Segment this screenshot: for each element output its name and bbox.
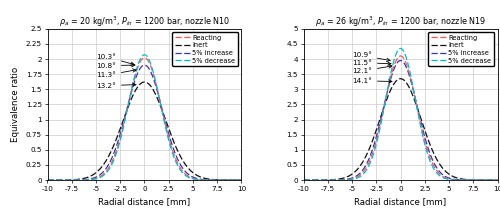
- Text: 11.3°: 11.3°: [96, 69, 136, 78]
- Legend: Reacting, Inert, 5% increase, 5% decrease: Reacting, Inert, 5% increase, 5% decreas…: [172, 32, 238, 66]
- Text: 10.8°: 10.8°: [96, 63, 135, 69]
- X-axis label: Radial distance [mm]: Radial distance [mm]: [354, 197, 446, 206]
- Text: 12.1°: 12.1°: [352, 65, 392, 74]
- Text: 14.1°: 14.1°: [352, 78, 392, 84]
- Title: $\rho_a$ = 20 kg/m$^3$, $P_{in}$ = 1200 bar, nozzle N10: $\rho_a$ = 20 kg/m$^3$, $P_{in}$ = 1200 …: [59, 14, 230, 29]
- Text: 10.3°: 10.3°: [96, 53, 134, 65]
- Y-axis label: Equivalence ratio: Equivalence ratio: [12, 67, 20, 142]
- Text: 13.2°: 13.2°: [96, 83, 136, 89]
- Title: $\rho_a$ = 26 kg/m$^3$, $P_{in}$ = 1200 bar, nozzle N19: $\rho_a$ = 26 kg/m$^3$, $P_{in}$ = 1200 …: [315, 14, 486, 29]
- Text: 11.5°: 11.5°: [352, 60, 391, 66]
- Text: 10.9°: 10.9°: [352, 52, 390, 62]
- Legend: Reacting, Inert, 5% increase, 5% decrease: Reacting, Inert, 5% increase, 5% decreas…: [428, 32, 494, 66]
- X-axis label: Radial distance [mm]: Radial distance [mm]: [98, 197, 190, 206]
